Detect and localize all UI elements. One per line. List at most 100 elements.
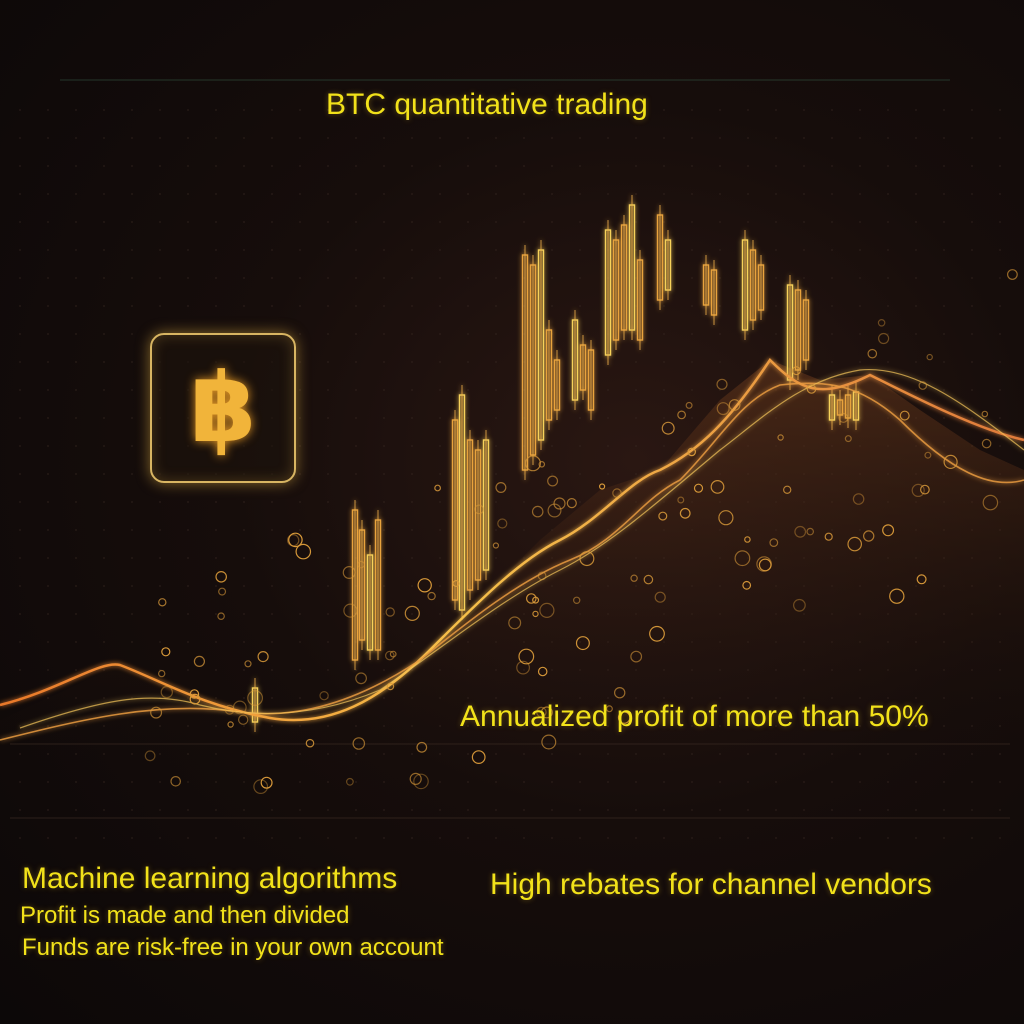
grid-dot (635, 445, 637, 447)
grid-dot (383, 333, 385, 335)
grid-dot (159, 837, 161, 839)
grid-dot (47, 165, 49, 167)
grid-dot (439, 333, 441, 335)
grid-dot (719, 781, 721, 783)
grid-dot (47, 641, 49, 643)
grid-dot (103, 809, 105, 811)
grid-dot (103, 249, 105, 251)
grid-dot (47, 809, 49, 811)
grid-dot (439, 137, 441, 139)
grid-dot (131, 417, 133, 419)
grid-dot (803, 109, 805, 111)
grid-dot (47, 389, 49, 391)
grid-dot (103, 473, 105, 475)
grid-dot (103, 305, 105, 307)
grid-dot (383, 501, 385, 503)
grid-dot (915, 165, 917, 167)
grid-dot (19, 333, 21, 335)
grid-dot (635, 333, 637, 335)
coin-particle (518, 648, 535, 665)
grid-dot (19, 221, 21, 223)
grid-dot (327, 333, 329, 335)
grid-dot (327, 249, 329, 251)
grid-dot (103, 641, 105, 643)
coin-particle (612, 488, 622, 498)
grid-dot (859, 193, 861, 195)
grid-dot (383, 137, 385, 139)
grid-dot (131, 837, 133, 839)
grid-dot (691, 361, 693, 363)
coin-particle (508, 616, 522, 630)
coin-particle (679, 507, 691, 519)
grid-dot (943, 781, 945, 783)
grid-dot (551, 809, 553, 811)
grid-dot (803, 193, 805, 195)
grid-dot (383, 669, 385, 671)
grid-dot (999, 165, 1001, 167)
grid-dot (271, 529, 273, 531)
grid-dot (19, 417, 21, 419)
grid-dot (299, 809, 301, 811)
grid-dot (103, 529, 105, 531)
grid-dot (271, 641, 273, 643)
grid-dot (383, 389, 385, 391)
coin-particle (654, 591, 666, 603)
grid-dot (271, 193, 273, 195)
coin-particle (916, 574, 927, 585)
grid-dot (131, 473, 133, 475)
grid-dot (467, 837, 469, 839)
grid-dot (747, 837, 749, 839)
grid-dot (383, 305, 385, 307)
grid-dot (215, 249, 217, 251)
grid-dot (299, 613, 301, 615)
grid-dot (523, 417, 525, 419)
grid-dot (131, 809, 133, 811)
coin-particle (404, 605, 420, 622)
grid-dot (411, 137, 413, 139)
grid-dot (635, 417, 637, 419)
grid-dot (999, 109, 1001, 111)
grid-dot (187, 305, 189, 307)
grid-dot (579, 781, 581, 783)
grid-dot (495, 837, 497, 839)
grid-dot (75, 277, 77, 279)
grid-dot (495, 249, 497, 251)
grid-dot (243, 781, 245, 783)
grid-dot (887, 305, 889, 307)
grid-dot (159, 557, 161, 559)
coin-particle (783, 485, 792, 494)
coin-particle (247, 690, 264, 706)
grid-dot (495, 305, 497, 307)
grid-dot (663, 193, 665, 195)
grid-dot (439, 193, 441, 195)
grid-dot (159, 781, 161, 783)
coin-particle (416, 741, 428, 753)
grid-dot (747, 165, 749, 167)
grid-dot (299, 473, 301, 475)
grid-dot (887, 361, 889, 363)
grid-dot (383, 277, 385, 279)
grid-dot (551, 473, 553, 475)
grid-dot (327, 837, 329, 839)
coin-particle (734, 550, 751, 567)
grid-dot (299, 361, 301, 363)
grid-dot (243, 193, 245, 195)
grid-dot (411, 809, 413, 811)
grid-dot (663, 837, 665, 839)
grid-dot (551, 109, 553, 111)
grid-dot (859, 165, 861, 167)
grid-dot (831, 109, 833, 111)
grid-dot (943, 165, 945, 167)
grid-dot (579, 137, 581, 139)
grid-dot (971, 781, 973, 783)
grid-dot (635, 137, 637, 139)
grid-dot (467, 781, 469, 783)
coin-particle (492, 542, 499, 549)
grid-dot (131, 781, 133, 783)
coin-particle (630, 574, 638, 582)
grid-dot (411, 389, 413, 391)
grid-dot (999, 333, 1001, 335)
grid-dot (971, 277, 973, 279)
trend-line-main (0, 358, 1024, 722)
grid-dot (803, 781, 805, 783)
